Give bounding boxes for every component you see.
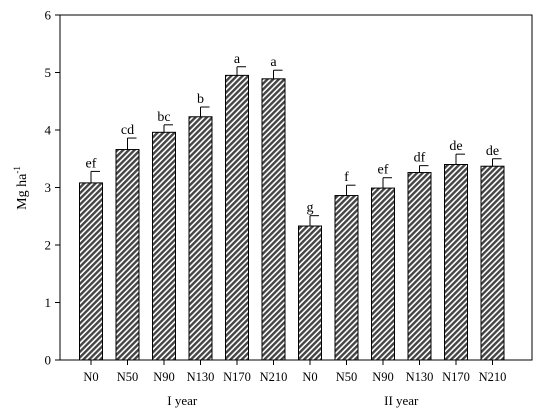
significance-label: a — [270, 55, 277, 70]
significance-label: df — [414, 151, 426, 166]
x-axis: N0 N50 N90 N130 N170 N210 N0 N50 N90 N130 N170 N210 — [83, 360, 506, 384]
group-labels: I year II year — [167, 393, 419, 408]
significance-label: b — [197, 92, 204, 107]
x-tick-label: N130 — [406, 370, 434, 384]
bar — [188, 116, 213, 361]
bar — [334, 195, 359, 361]
significance-label: a — [234, 52, 241, 67]
x-tick-label: N0 — [83, 370, 98, 384]
y-tick-label: 4 — [45, 123, 52, 138]
significance-label: g — [307, 201, 314, 216]
bar — [407, 172, 432, 361]
bar — [298, 225, 322, 361]
significance-label: cd — [121, 123, 134, 138]
bar — [79, 182, 103, 361]
bar — [261, 78, 286, 361]
bar — [480, 165, 505, 361]
error-bars — [90, 66, 502, 227]
y-tick-label: 6 — [45, 8, 52, 23]
y-tick-label: 2 — [45, 238, 52, 253]
bars — [79, 74, 505, 361]
x-tick-label: N50 — [117, 370, 139, 384]
significance-label: ef — [378, 163, 389, 178]
significance-label: f — [344, 170, 349, 185]
y-tick-label: 1 — [45, 295, 52, 310]
bar — [444, 164, 468, 361]
x-tick-label: N210 — [479, 370, 507, 384]
x-tick-label: N170 — [223, 370, 251, 384]
y-axis: 0 1 2 3 4 5 6 — [45, 8, 60, 368]
significance-label: bc — [157, 110, 170, 125]
significance-label: ef — [86, 156, 97, 171]
x-tick-label: N170 — [442, 370, 470, 384]
x-tick-label: N210 — [260, 370, 288, 384]
bar — [152, 131, 176, 361]
bar — [371, 187, 395, 361]
y-axis-label: Mg ha-1 — [12, 166, 30, 210]
bar — [225, 74, 249, 361]
significance-label: de — [449, 139, 462, 154]
significance-labels: ef cd bc b a a g f ef df de de — [86, 52, 500, 216]
group-label: II year — [384, 393, 419, 408]
group-label: I year — [167, 393, 198, 408]
x-tick-label: N90 — [372, 370, 394, 384]
y-tick-label: 5 — [45, 65, 52, 80]
x-tick-label: N90 — [153, 370, 175, 384]
x-tick-label: N0 — [302, 370, 317, 384]
significance-label: de — [486, 144, 499, 159]
y-tick-label: 0 — [45, 353, 52, 368]
y-tick-label: 3 — [45, 180, 52, 195]
bar — [115, 149, 140, 361]
x-tick-label: N130 — [187, 370, 215, 384]
x-tick-label: N50 — [336, 370, 358, 384]
